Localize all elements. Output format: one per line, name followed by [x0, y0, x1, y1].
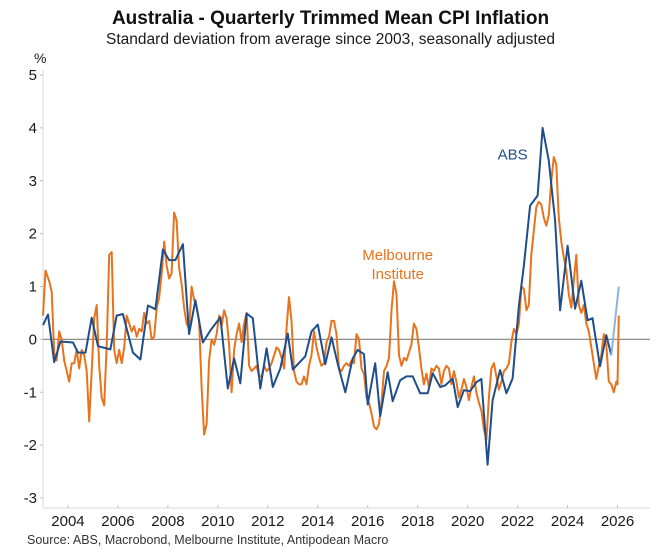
- x-tick-label: 2014: [301, 513, 334, 530]
- chart-title: Australia - Quarterly Trimmed Mean CPI I…: [111, 8, 550, 29]
- y-tick-label: 5: [29, 67, 37, 84]
- x-tick-label: 2020: [451, 513, 484, 530]
- series-group: [42, 126, 620, 466]
- y-tick-label: 1: [29, 279, 37, 296]
- source-note: Source: ABS, Macrobond, Melbourne Instit…: [27, 533, 389, 547]
- y-tick-label: 0: [29, 331, 37, 348]
- legend-label-melbourne-institute: Melbourne: [362, 247, 433, 264]
- x-tick-label: 2010: [201, 513, 234, 530]
- legend-label-abs: ABS: [498, 147, 528, 164]
- y-tick-label: -2: [24, 437, 37, 454]
- x-tick-label: 2016: [351, 513, 384, 530]
- x-tick-label: 2008: [151, 513, 184, 530]
- y-tick-label: -1: [24, 384, 37, 401]
- series-line-melbourne-institute: [42, 156, 620, 441]
- x-tick-label: 2018: [401, 513, 434, 530]
- x-tick-label: 2024: [551, 513, 584, 530]
- series-labels: ABS Melbourne Institute: [362, 147, 527, 283]
- axes: 5 4 3 2 1 0 -1 -2 -3 2004 2006 2008 2010 2012 2014 2016…: [24, 67, 650, 530]
- x-tick-label: 2012: [251, 513, 284, 530]
- y-tick-label: 4: [29, 120, 37, 137]
- chart-subtitle: Standard deviation from average since 20…: [106, 31, 555, 48]
- series-line-abs-latest: [610, 286, 620, 356]
- y-axis-unit-label: %: [34, 50, 47, 66]
- y-tick-label: 2: [29, 226, 37, 243]
- x-tick-label: 2004: [51, 513, 84, 530]
- x-tick-label: 2026: [601, 513, 634, 530]
- x-tick-label: 2022: [501, 513, 534, 530]
- x-tick-label: 2006: [101, 513, 134, 530]
- legend-label-melbourne-institute: Institute: [371, 266, 424, 283]
- y-tick-label: -3: [24, 490, 37, 507]
- y-tick-label: 3: [29, 173, 37, 190]
- series-line-abs: [42, 126, 613, 466]
